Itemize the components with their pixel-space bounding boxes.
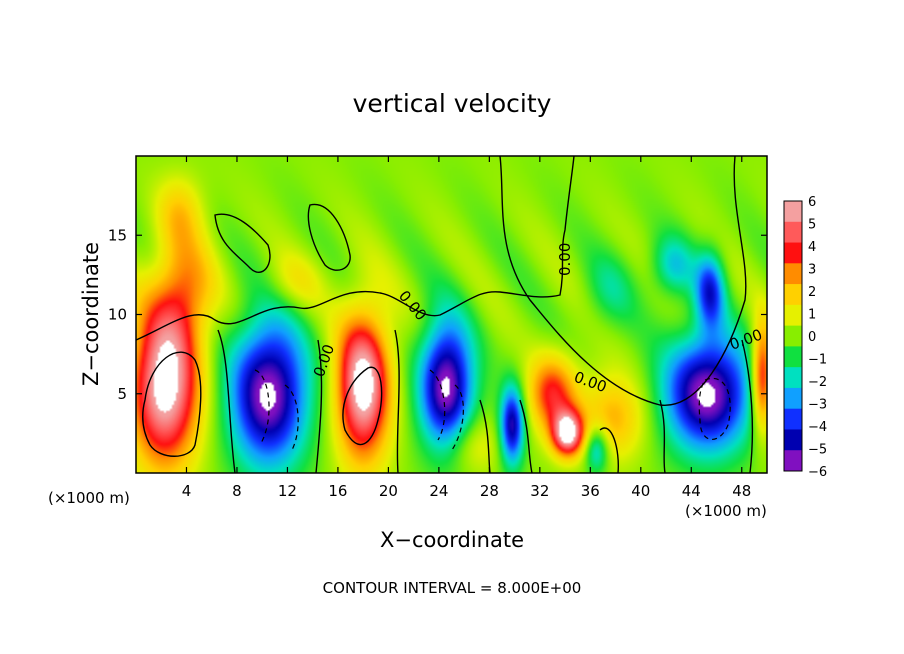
colorbar-swatch bbox=[784, 408, 802, 430]
contour-label: 0.00 bbox=[556, 243, 574, 276]
x-tick-label: 48 bbox=[732, 482, 751, 500]
colorbar-label: −3 bbox=[808, 398, 827, 413]
y-axis: 5 10 15 bbox=[108, 226, 767, 403]
velocity-field bbox=[136, 156, 767, 473]
x-tick-label: 40 bbox=[631, 482, 650, 500]
contour-col-3 bbox=[394, 329, 400, 473]
x-unit-left: (×1000 m) bbox=[48, 489, 130, 507]
x-tick-label: 20 bbox=[379, 482, 398, 500]
colorbar-swatch bbox=[784, 284, 802, 306]
colorbar-label: 6 bbox=[808, 195, 816, 210]
colorbar-swatch bbox=[784, 367, 802, 389]
colorbar-swatch bbox=[784, 450, 802, 472]
contour-lines bbox=[136, 156, 754, 473]
contour-loop-a bbox=[214, 213, 271, 273]
contour-plume-left bbox=[142, 351, 202, 457]
y-tick-label: 5 bbox=[117, 385, 127, 403]
x-axis-label: X−coordinate bbox=[380, 528, 524, 552]
x-tick-label: 32 bbox=[530, 482, 549, 500]
colorbar-label: −2 bbox=[808, 375, 827, 390]
colorbar-label: −1 bbox=[808, 353, 827, 368]
x-tick-label: 24 bbox=[429, 482, 448, 500]
y-tick-label: 15 bbox=[108, 226, 127, 244]
colorbar-label: 0 bbox=[808, 330, 816, 345]
contour-interval-note: CONTOUR INTERVAL = 8.000E+00 bbox=[323, 579, 582, 597]
dashed-contour-4 bbox=[451, 384, 464, 451]
contour-col-5 bbox=[519, 399, 533, 473]
dashed-contour-5 bbox=[698, 377, 731, 440]
dashed-contour-3 bbox=[429, 369, 446, 441]
x-tick-label: 4 bbox=[182, 482, 192, 500]
colorbar-frame bbox=[783, 200, 803, 472]
colorbar-swatch bbox=[784, 201, 802, 223]
y-axis-label: Z−coordinate bbox=[79, 242, 103, 386]
contour-col-6 bbox=[599, 427, 620, 473]
colorbar-swatch bbox=[784, 346, 802, 368]
plot-area: 0.00 0.00 0.00 0.00 0.00 bbox=[135, 155, 768, 474]
contour-col-1 bbox=[217, 329, 236, 473]
x-tick-label: 44 bbox=[682, 482, 701, 500]
dashed-contours bbox=[254, 369, 731, 451]
contour-col-8 bbox=[741, 339, 754, 473]
contour-zero-right bbox=[499, 156, 747, 406]
colorbar-swatch bbox=[784, 429, 802, 451]
colorbar-label: −4 bbox=[808, 420, 827, 435]
colorbar-label: −5 bbox=[808, 443, 827, 458]
contour-col-2 bbox=[315, 339, 323, 473]
colorbar-label: 3 bbox=[808, 263, 816, 278]
colorbar-swatch bbox=[784, 325, 802, 347]
colorbar-label: 4 bbox=[808, 240, 816, 255]
colorbar-swatch bbox=[784, 221, 802, 244]
x-unit-right: (×1000 m) bbox=[685, 502, 767, 520]
y-tick-label: 10 bbox=[108, 306, 127, 324]
x-tick-label: 16 bbox=[328, 482, 347, 500]
x-axis: 4 8 12 16 20 24 28 32 36 40 44 48 bbox=[182, 156, 751, 500]
chart-title: vertical velocity bbox=[353, 89, 552, 118]
colorbar-label: 5 bbox=[808, 218, 816, 233]
colorbar-label: 2 bbox=[808, 285, 816, 300]
contour-col-7 bbox=[659, 399, 666, 473]
x-tick-label: 28 bbox=[480, 482, 499, 500]
colorbar-swatch bbox=[784, 242, 802, 264]
colorbar: 6 5 4 3 2 1 0 −1 −2 −3 −4 −5 −6 bbox=[783, 195, 827, 480]
colorbar-label: 1 bbox=[808, 308, 816, 323]
colorbar-label: −6 bbox=[808, 465, 827, 480]
x-tick-label: 36 bbox=[581, 482, 600, 500]
colorbar-swatch bbox=[784, 387, 802, 410]
colorbar-swatch bbox=[784, 304, 802, 327]
contour-loop-b bbox=[307, 203, 351, 271]
colorbar-swatch bbox=[784, 263, 802, 285]
x-tick-label: 8 bbox=[232, 482, 242, 500]
contour-zero-upper bbox=[136, 156, 575, 341]
x-tick-label: 12 bbox=[278, 482, 297, 500]
contour-plume-mid bbox=[342, 366, 383, 446]
dashed-contour-2 bbox=[284, 384, 299, 451]
